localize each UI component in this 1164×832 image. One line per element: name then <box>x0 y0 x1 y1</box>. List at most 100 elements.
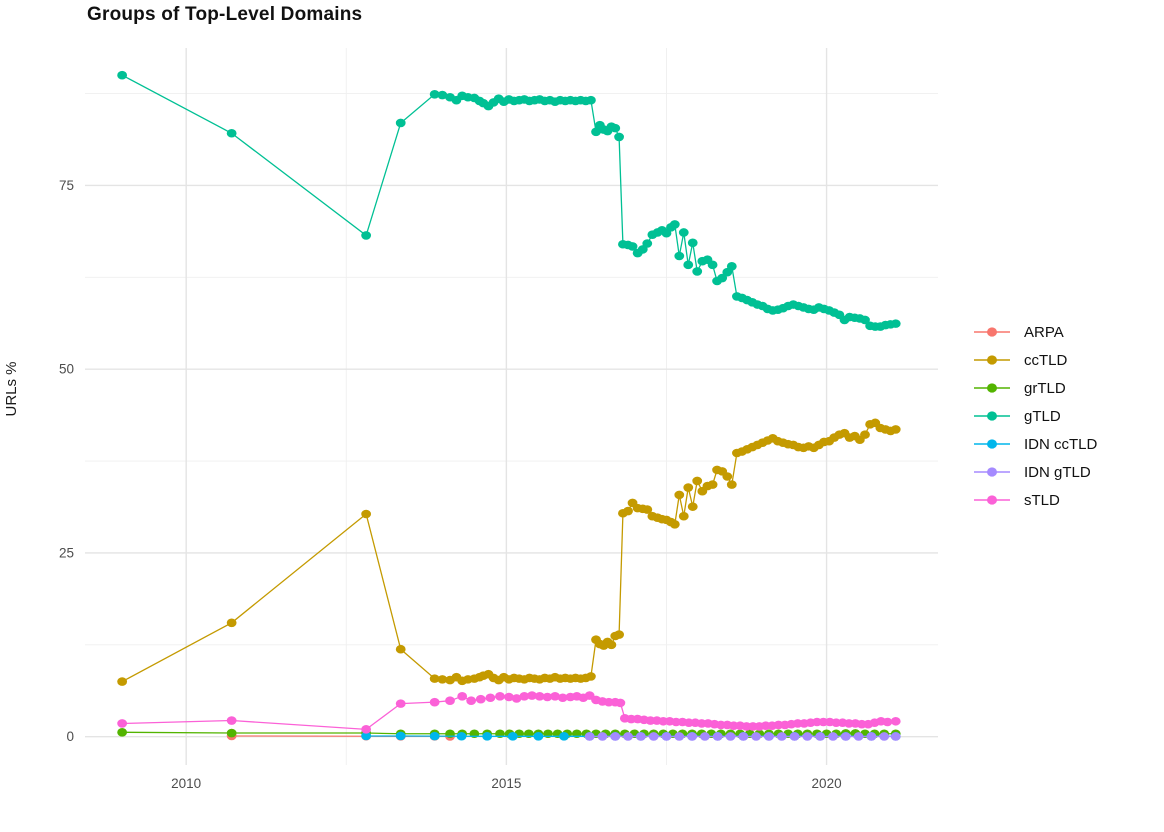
series-idn-gtld-point <box>802 732 812 741</box>
legend-item-arpa: ARPA <box>973 318 1097 346</box>
series-idn-gtld-point <box>726 732 736 741</box>
series-cctld-point <box>614 630 624 639</box>
legend-key-gtld-icon <box>973 409 1011 423</box>
series-gtld-point <box>614 133 624 142</box>
series-gtld <box>117 71 900 331</box>
series-gtld-point <box>227 129 237 138</box>
series-gtld-point <box>674 252 684 261</box>
series-gtld-point <box>727 262 737 271</box>
legend-item-gtld: gTLD <box>973 402 1097 430</box>
series-idn-gtld-point <box>598 732 608 741</box>
series-stld-point <box>466 696 476 705</box>
series-cctld-point <box>586 672 596 681</box>
y-axis-label: URLs % <box>3 289 25 489</box>
series-grtld-point <box>227 729 237 738</box>
series-gtld-point <box>117 71 127 80</box>
series-idn-gtld-point <box>610 732 620 741</box>
series-stld-point <box>615 699 625 708</box>
legend-key-grtld-icon <box>973 381 1011 395</box>
legend-item-cctld: ccTLD <box>973 346 1097 374</box>
series-idn-cctld-point <box>430 732 440 741</box>
series-cctld-point <box>117 677 127 686</box>
series-idn-gtld-point <box>866 732 876 741</box>
legend-item-stld: sTLD <box>973 486 1097 514</box>
series-cctld-point <box>683 483 693 492</box>
series-stld-point <box>485 693 495 702</box>
series-idn-gtld-point <box>764 732 774 741</box>
y-tick-label: 25 <box>59 545 74 560</box>
series-grtld-point <box>117 728 127 737</box>
series-idn-gtld-point <box>891 732 901 741</box>
legend-label: grTLD <box>1024 380 1066 397</box>
series-idn-gtld-point <box>751 732 761 741</box>
y-tick-label: 0 <box>66 729 74 744</box>
series-cctld-line <box>122 423 896 682</box>
x-tick-label: 2015 <box>491 776 521 791</box>
series-cctld-point <box>623 507 633 516</box>
series-gtld-line <box>122 75 896 326</box>
series-gtld-point <box>708 261 718 270</box>
series-gtld-point <box>683 261 693 270</box>
series-gtld-point <box>396 119 406 128</box>
series-stld-point <box>476 695 486 704</box>
y-tick-label: 50 <box>59 362 74 377</box>
series-idn-gtld-point <box>841 732 851 741</box>
series-stld-point <box>396 699 406 708</box>
series-stld-point <box>430 698 440 707</box>
series-gtld-point <box>692 267 702 276</box>
legend-key-arpa-icon <box>973 325 1011 339</box>
series-stld-point <box>361 725 371 734</box>
legend-key-idn-cctld-icon <box>973 437 1011 451</box>
series-stld-point <box>457 692 467 701</box>
series-stld <box>117 691 900 733</box>
series-cctld-point <box>227 618 237 627</box>
series-idn-gtld-point <box>674 732 684 741</box>
series-stld-point <box>495 692 505 701</box>
series-idn-gtld-point <box>713 732 723 741</box>
series-gtld-point <box>679 228 689 237</box>
legend-key-stld-icon <box>973 493 1011 507</box>
series-idn-cctld-point <box>533 732 543 741</box>
series-idn-gtld-point <box>623 732 633 741</box>
series-idn-gtld-point <box>854 732 864 741</box>
series-cctld <box>117 419 900 686</box>
series-cctld-point <box>688 502 698 511</box>
series-cctld-point <box>708 480 718 489</box>
series-gtld-point <box>688 238 698 247</box>
series-cctld-point <box>361 510 371 519</box>
chart-title: Groups of Top-Level Domains <box>87 4 362 26</box>
series-idn-gtld-point <box>687 732 697 741</box>
series-idn-gtld-point <box>790 732 800 741</box>
series-idn-gtld-point <box>585 732 595 741</box>
series-idn-gtld-point <box>700 732 710 741</box>
series-cctld-point <box>679 512 689 521</box>
legend-item-idn-cctld: IDN ccTLD <box>973 430 1097 458</box>
series-idn-gtld-point <box>777 732 787 741</box>
series-idn-gtld-point <box>879 732 889 741</box>
series-gtld-point <box>610 124 620 133</box>
series-idn-gtld-point <box>649 732 659 741</box>
series-idn-cctld-point <box>559 732 569 741</box>
series-idn-gtld-point <box>815 732 825 741</box>
legend-item-grtld: grTLD <box>973 374 1097 402</box>
series-cctld-point <box>674 491 684 500</box>
series-cctld-point <box>607 641 617 650</box>
series-stld-point <box>117 719 127 728</box>
legend-label: gTLD <box>1024 408 1061 425</box>
series-cctld-point <box>670 520 680 529</box>
y-tick-label: 75 <box>59 178 74 193</box>
gridlines <box>85 48 938 765</box>
legend-label: IDN gTLD <box>1024 464 1091 481</box>
x-tick-label: 2020 <box>812 776 842 791</box>
series-idn-cctld-point <box>482 732 492 741</box>
series-stld-point <box>227 716 237 725</box>
series-gtld-point <box>586 96 596 105</box>
series-gtld-point <box>361 231 371 240</box>
series-cctld-point <box>692 477 702 486</box>
series-stld-point <box>891 717 901 726</box>
legend-key-idn-gtld-icon <box>973 465 1011 479</box>
series-idn-cctld-point <box>457 732 467 741</box>
series-idn-cctld-point <box>508 732 518 741</box>
